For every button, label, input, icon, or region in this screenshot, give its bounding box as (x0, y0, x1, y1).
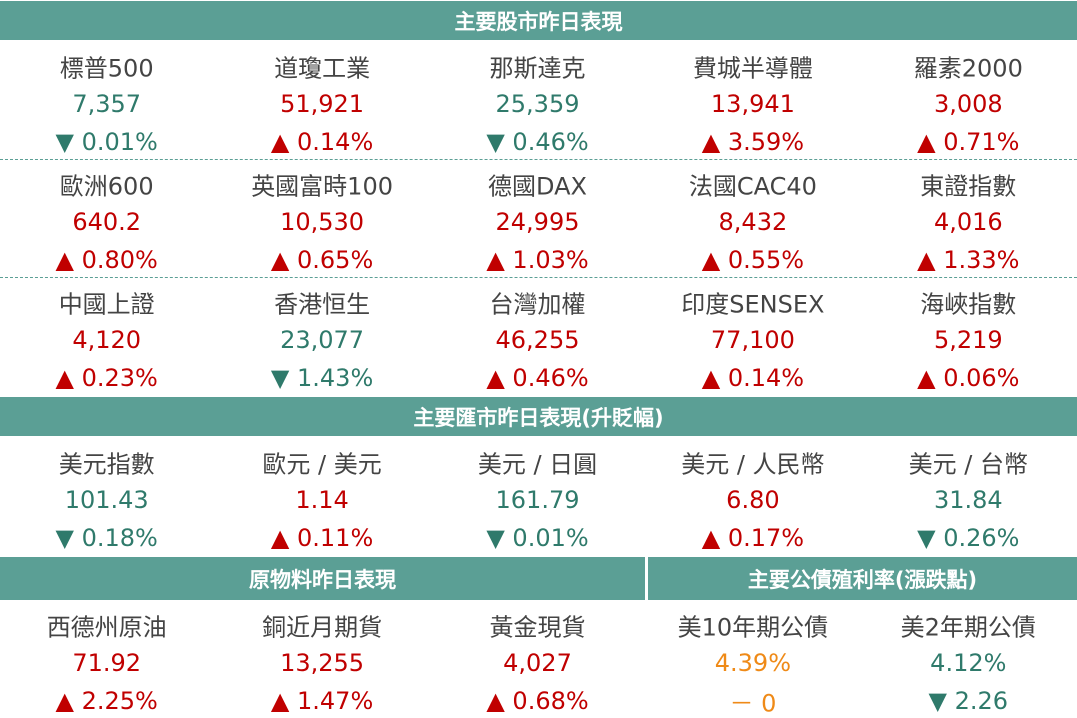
item-change: ▲ 0.80% (55, 246, 158, 274)
item-name: 道瓊工業 (274, 54, 371, 83)
item-change: ▼ 1.43% (270, 364, 374, 392)
section-header: 主要匯市昨日表現(升貶幅) (0, 397, 1077, 436)
item-change: ▼ 0.46% (486, 128, 589, 156)
item-change: ▲ 1.47% (270, 687, 374, 715)
item-name: 銅近月期貨 (262, 613, 383, 642)
item-value: 640.2 (72, 208, 142, 236)
item-change: ▲ 0.14% (701, 364, 805, 392)
item-name: 法國CAC40 (688, 172, 817, 201)
item-value: 3,008 (933, 90, 1003, 118)
item-name: 美元指數 (58, 450, 155, 479)
item-value: 24,995 (495, 208, 580, 236)
item-change: ▲ 0.06% (917, 364, 1020, 392)
item-name: 羅素2000 (913, 54, 1023, 83)
item-value: 4.12% (930, 649, 1007, 677)
row-separator (0, 277, 1077, 278)
item-change: － 0 (729, 689, 777, 718)
item-value: 5,219 (933, 326, 1003, 354)
item-name: 東證指數 (920, 172, 1017, 201)
item-change: ▲ 0.46% (486, 364, 589, 392)
item-change: ▲ 3.59% (701, 128, 805, 156)
item-value: 46,255 (495, 326, 580, 354)
item-change: ▼ 2.26 (928, 687, 1009, 715)
item-name: 那斯達克 (489, 54, 586, 83)
item-value: 77,100 (710, 326, 795, 354)
item-change: ▲ 0.68% (486, 687, 589, 715)
item-change: ▲ 0.17% (701, 524, 805, 552)
item-name: 黃金現貨 (489, 613, 586, 642)
item-value: 71.92 (72, 649, 142, 677)
item-name: 費城半導體 (692, 54, 813, 83)
section-header: 主要公債殖利率(漲跌點) (648, 557, 1077, 600)
item-name: 海峽指數 (920, 290, 1017, 319)
item-value: 10,530 (280, 208, 365, 236)
item-change: ▲ 0.23% (55, 364, 158, 392)
item-name: 歐元 / 美元 (262, 450, 382, 479)
item-name: 台灣加權 (489, 290, 586, 319)
item-value: 25,359 (495, 90, 580, 118)
item-change: ▲ 1.03% (486, 246, 589, 274)
item-name: 歐洲600 (59, 172, 154, 201)
item-value: 13,941 (710, 90, 795, 118)
item-value: 4.39% (714, 649, 792, 677)
item-change: ▲ 0.11% (270, 524, 374, 552)
item-value: 23,077 (280, 326, 365, 354)
item-value: 101.43 (64, 486, 149, 514)
item-change: ▲ 0.55% (701, 246, 805, 274)
item-name: 標普500 (59, 54, 154, 83)
item-value: 4,016 (933, 208, 1003, 236)
item-name: 美元 / 人民幣 (681, 450, 825, 479)
item-change: ▲ 0.14% (270, 128, 374, 156)
item-value: 161.79 (495, 486, 580, 514)
item-name: 英國富時100 (251, 172, 393, 201)
item-change: ▼ 0.01% (55, 128, 158, 156)
item-name: 美元 / 台幣 (908, 450, 1028, 479)
item-name: 香港恒生 (274, 290, 371, 319)
item-value: 51,921 (280, 90, 365, 118)
section-header: 原物料昨日表現 (0, 557, 645, 600)
section-header: 主要股市昨日表現 (0, 1, 1077, 40)
row-separator (0, 159, 1077, 160)
item-name: 西德州原油 (46, 613, 167, 642)
item-name: 美2年期公債 (900, 613, 1036, 642)
item-value: 4,120 (72, 326, 142, 354)
item-name: 美10年期公債 (677, 613, 829, 642)
item-change: ▲ 0.65% (270, 246, 374, 274)
item-change: ▲ 1.33% (917, 246, 1020, 274)
item-value: 31.84 (933, 486, 1003, 514)
item-change: ▼ 0.18% (55, 524, 158, 552)
item-value: 7,357 (72, 90, 142, 118)
item-value: 8,432 (718, 208, 788, 236)
item-value: 13,255 (280, 649, 365, 677)
item-change: ▼ 0.26% (917, 524, 1020, 552)
item-change: ▲ 0.71% (917, 128, 1020, 156)
item-name: 美元 / 日圓 (477, 450, 598, 479)
item-change: ▲ 2.25% (55, 687, 158, 715)
item-value: 1.14 (295, 486, 349, 514)
item-change: ▼ 0.01% (486, 524, 589, 552)
item-value: 6.80 (726, 486, 780, 514)
item-name: 德國DAX (488, 172, 587, 201)
item-name: 印度SENSEX (681, 290, 825, 319)
item-name: 中國上證 (58, 290, 155, 319)
item-value: 4,027 (503, 649, 572, 677)
